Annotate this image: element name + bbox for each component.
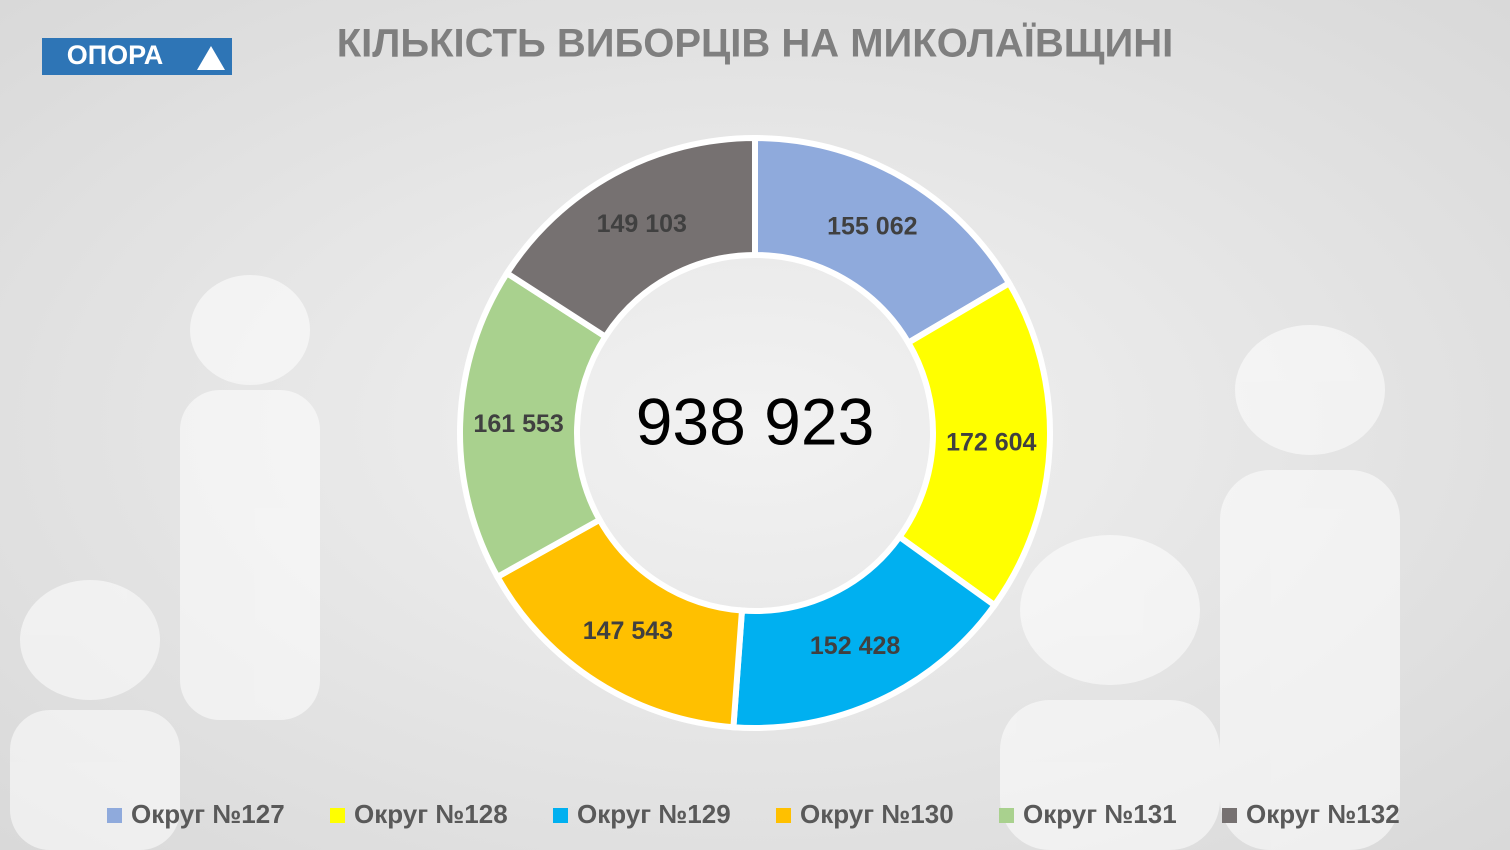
background-figures [10, 275, 1400, 850]
legend-swatch [1222, 808, 1237, 823]
data-label: 172 604 [946, 428, 1036, 456]
logo-text: ОПОРА [67, 40, 164, 70]
legend-label: Округ №128 [354, 799, 508, 829]
center-total: 938 923 [636, 384, 875, 458]
data-label: 161 553 [473, 410, 563, 438]
donut-segment [493, 515, 746, 731]
data-label: 147 543 [583, 617, 673, 645]
legend-label: Округ №130 [800, 799, 954, 829]
legend-label: Округ №127 [131, 799, 285, 829]
data-label: 155 062 [827, 212, 917, 240]
data-label: 152 428 [810, 632, 900, 660]
legend-swatch [330, 808, 345, 823]
data-label: 149 103 [597, 210, 687, 238]
donut: 155 062 172 604 152 428 147 543 161 553 149 1… [457, 134, 1053, 731]
donut-segment [895, 279, 1053, 610]
legend-label: Округ №132 [1246, 799, 1400, 829]
logo-triangle [197, 46, 225, 70]
donut-segment [457, 269, 610, 581]
donut-segment [730, 532, 999, 731]
donut-segment [502, 134, 758, 341]
legend-swatch [107, 808, 122, 823]
legend-swatch [999, 808, 1014, 823]
legend-swatch [776, 808, 791, 823]
legend-swatch [553, 808, 568, 823]
donut-segment [752, 134, 1014, 347]
legend: Округ №127 Округ №128 Округ №129 Округ №130… [107, 799, 1400, 829]
legend-label: Округ №131 [1023, 799, 1177, 829]
legend-label: Округ №129 [577, 799, 731, 829]
chart-title: КІЛЬКІСТЬ ВИБОРЦІВ НА МИКОЛАЇВЩИНІ [337, 22, 1173, 66]
